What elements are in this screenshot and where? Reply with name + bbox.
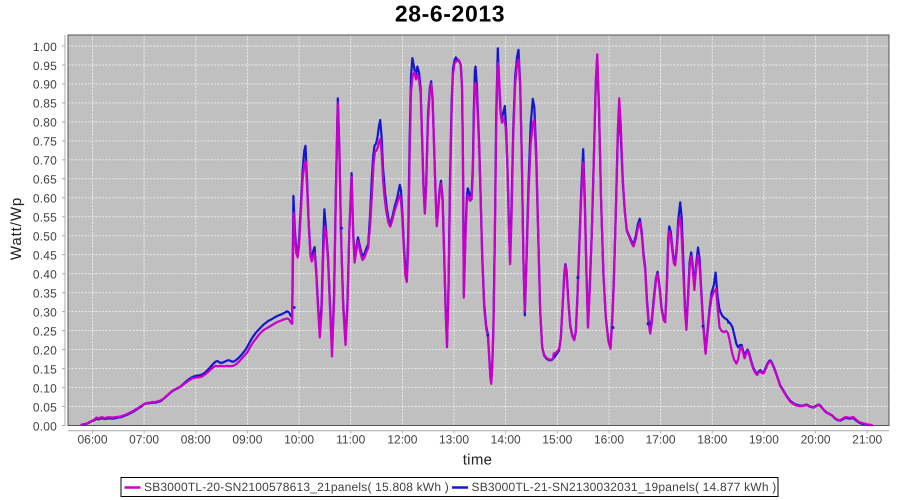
svg-text:17:00: 17:00 (646, 432, 676, 446)
svg-text:0.55: 0.55 (33, 211, 57, 225)
svg-text:11:00: 11:00 (336, 432, 365, 446)
svg-text:0.20: 0.20 (33, 343, 57, 357)
svg-text:0.65: 0.65 (33, 173, 57, 187)
svg-text:19:00: 19:00 (749, 432, 779, 446)
svg-text:0.35: 0.35 (33, 287, 57, 301)
svg-text:0.50: 0.50 (33, 230, 57, 244)
svg-text:0.45: 0.45 (33, 249, 57, 263)
svg-text:09:00: 09:00 (232, 432, 262, 446)
svg-text:0.90: 0.90 (33, 78, 57, 92)
svg-text:0.30: 0.30 (33, 305, 57, 319)
svg-text:18:00: 18:00 (697, 432, 727, 446)
svg-text:12:00: 12:00 (387, 432, 417, 446)
svg-text:21:00: 21:00 (852, 432, 882, 446)
svg-text:0.80: 0.80 (33, 116, 57, 130)
svg-text:1.00: 1.00 (33, 40, 57, 54)
svg-text:06:00: 06:00 (77, 432, 107, 446)
svg-text:28-6-2013: 28-6-2013 (395, 1, 505, 27)
svg-text:0.10: 0.10 (33, 381, 57, 395)
svg-text:15:00: 15:00 (542, 432, 572, 446)
svg-text:0.05: 0.05 (33, 400, 57, 414)
svg-text:0.25: 0.25 (33, 324, 57, 338)
svg-text:07:00: 07:00 (129, 432, 159, 446)
svg-text:13:00: 13:00 (439, 432, 469, 446)
svg-text:16:00: 16:00 (594, 432, 624, 446)
svg-text:0.40: 0.40 (33, 268, 57, 282)
svg-text:time: time (463, 452, 493, 469)
svg-text:0.75: 0.75 (33, 135, 57, 149)
svg-text:Watt/Wp: Watt/Wp (8, 197, 25, 260)
svg-text:08:00: 08:00 (181, 432, 211, 446)
svg-text:14:00: 14:00 (491, 432, 521, 446)
svg-text:0.85: 0.85 (33, 97, 57, 111)
svg-text:0.00: 0.00 (33, 419, 57, 433)
svg-text:0.95: 0.95 (33, 59, 57, 73)
svg-text:20:00: 20:00 (801, 432, 831, 446)
svg-text:SB3000TL-21-SN2130032031_19pan: SB3000TL-21-SN2130032031_19panels( 14.87… (472, 480, 777, 494)
svg-text:0.60: 0.60 (33, 192, 57, 206)
svg-text:SB3000TL-20-SN2100578613_21pan: SB3000TL-20-SN2100578613_21panels( 15.80… (144, 480, 449, 494)
svg-text:0.70: 0.70 (33, 154, 57, 168)
svg-text:10:00: 10:00 (284, 432, 314, 446)
svg-text:0.15: 0.15 (33, 362, 57, 376)
